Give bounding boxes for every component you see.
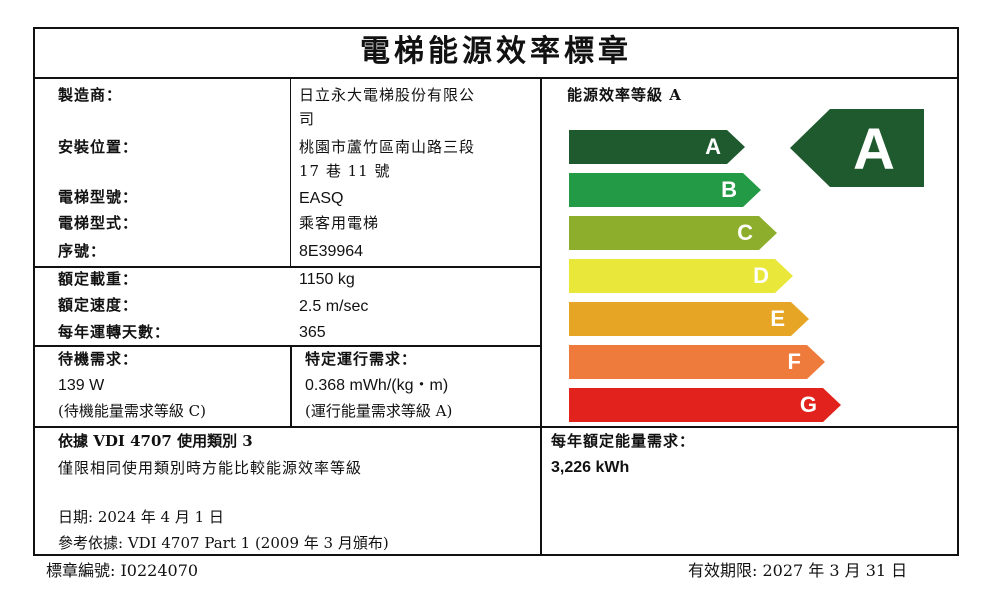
running-value: 0.368 mWh/(kg・m) — [305, 377, 449, 394]
grade-bar-d: D — [569, 259, 793, 293]
running-class: (運行能量需求等級 A) — [305, 402, 453, 420]
grade-bar-b: B — [569, 173, 761, 207]
grade-letter-g: G — [799, 392, 817, 417]
frame-top — [33, 27, 959, 29]
grade-letter-d: D — [753, 263, 769, 288]
grade-letter-c: C — [737, 220, 753, 245]
vdi-title: 依據 VDI 4707 使用類別 3 — [58, 432, 253, 450]
frame-right — [957, 27, 959, 556]
page-title: 電梯能源效率標章 — [360, 34, 632, 69]
rating-letter: A — [853, 117, 895, 182]
row-divider-3 — [33, 426, 959, 428]
frame-left — [33, 27, 35, 556]
valid-until: 有效期限: 2027 年 3 月 31 日 — [688, 561, 908, 580]
grade-bar-f: F — [569, 345, 825, 379]
column-divider — [540, 77, 542, 556]
efficiency-label: 能源效率等級 A — [567, 86, 682, 104]
grade-letter-b: B — [721, 177, 737, 202]
date-text: 日期: 2024 年 4 月 1 日 — [58, 508, 224, 526]
manufacturer-value-1: 日立永大電梯股份有限公 — [299, 86, 476, 104]
speed-label: 額定速度： — [58, 296, 139, 314]
location-value-2: 17 巷 11 號 — [299, 162, 391, 180]
serial-value: 8E39964 — [299, 243, 364, 260]
grade-letter-a: A — [705, 134, 721, 159]
location-value-1: 桃園市蘆竹區南山路三段 — [299, 138, 476, 156]
trips-value: 365 — [299, 324, 326, 341]
load-label: 額定載重： — [58, 270, 139, 288]
grade-bar-e: E — [569, 302, 809, 336]
annual-value: 3,226 kWh — [551, 459, 630, 476]
row-divider-1 — [33, 266, 542, 268]
standby-label: 待機需求： — [58, 350, 139, 368]
speed-value: 2.5 m/sec — [299, 298, 369, 315]
manufacturer-label: 製造商： — [58, 86, 123, 104]
standby-class: (待機能量需求等級 C) — [58, 402, 206, 420]
standby-divider — [290, 345, 292, 427]
running-label: 特定運行需求： — [305, 350, 418, 368]
type-value: 乘客用電梯 — [299, 214, 380, 232]
reference-text: 參考依據: VDI 4707 Part 1 (2009 年 3 月頒布) — [58, 534, 389, 552]
grade-bar-c: C — [569, 216, 777, 250]
grade-bar-a: A — [569, 130, 745, 164]
model-value: EASQ — [299, 190, 344, 207]
title-divider — [33, 77, 959, 79]
rating-arrow: A — [790, 109, 924, 187]
model-label: 電梯型號： — [58, 188, 139, 206]
trips-label: 每年運轉天數： — [58, 323, 171, 341]
label-number: 標章編號: I0224070 — [46, 561, 199, 580]
grade-letter-e: E — [770, 306, 785, 331]
annual-label: 每年額定能量需求： — [551, 432, 696, 450]
serial-label: 序號： — [58, 242, 107, 260]
grade-bar-g: G — [569, 388, 841, 422]
grade-letter-f: F — [787, 349, 801, 374]
standby-value: 139 W — [58, 377, 105, 394]
load-value: 1150 kg — [299, 271, 355, 288]
location-label: 安裝位置： — [58, 138, 139, 156]
vdi-note: 僅限相同使用類別時方能比較能源效率等級 — [58, 459, 363, 477]
type-label: 電梯型式： — [58, 214, 139, 232]
manufacturer-value-2: 司 — [299, 110, 316, 128]
rating-arrow-shape — [790, 109, 924, 187]
frame-bottom — [33, 554, 959, 556]
subcolumn-divider — [290, 77, 291, 267]
row-divider-2 — [33, 345, 542, 347]
